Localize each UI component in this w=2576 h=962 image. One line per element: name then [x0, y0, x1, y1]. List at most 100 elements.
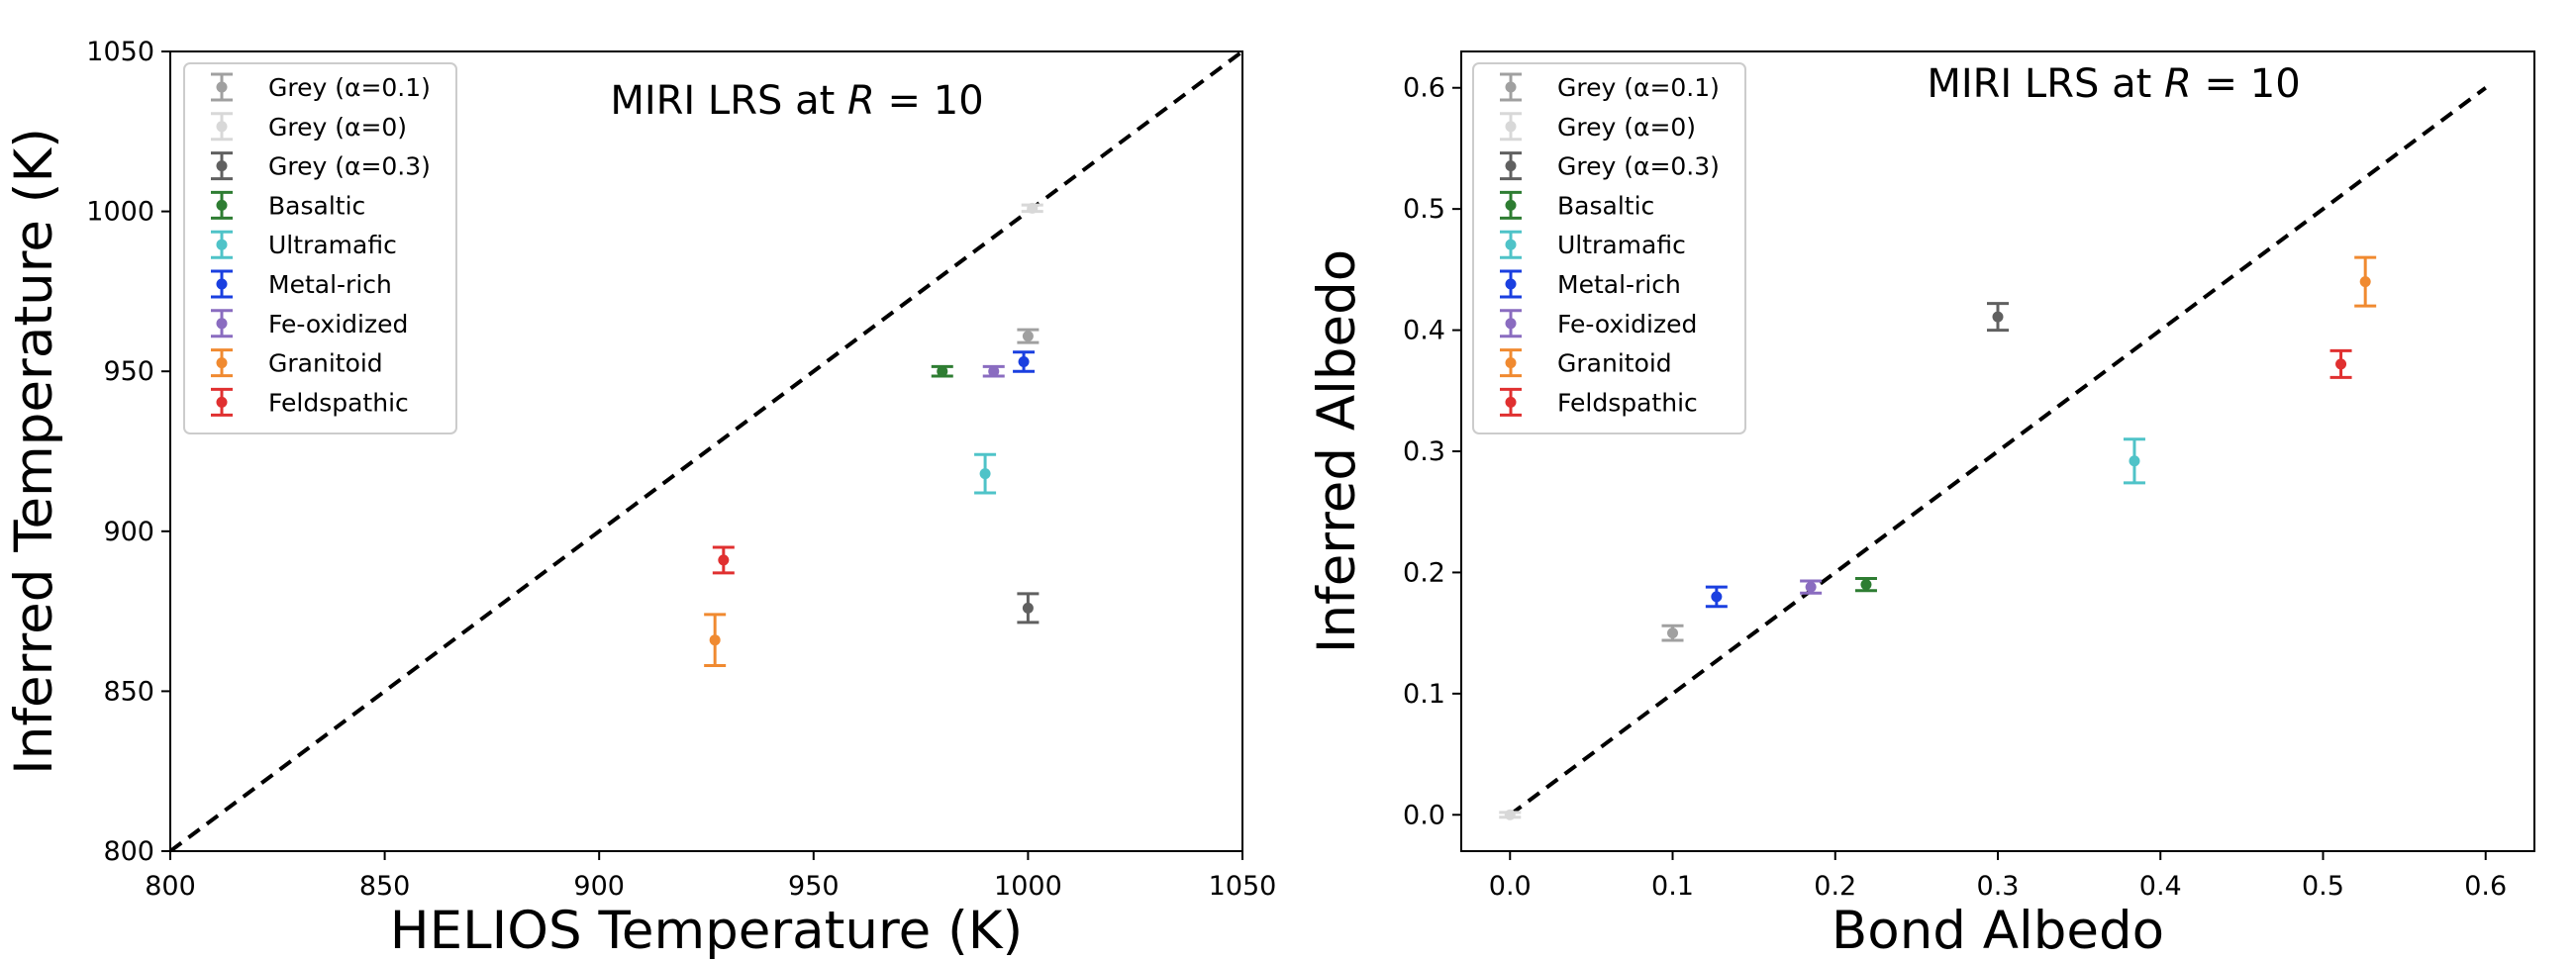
data-point [1499, 809, 1522, 820]
x-tick-label: 0.5 [2302, 871, 2344, 902]
legend-label: Feldspathic [1557, 388, 1698, 417]
legend-label: Granitoid [268, 349, 383, 378]
legend-label: Metal-rich [1557, 270, 1681, 299]
point-marker [937, 365, 948, 377]
annotation-text: MIRI LRS at R = 10 [1927, 61, 2300, 107]
x-axis-label: HELIOS Temperature (K) [390, 901, 1023, 961]
y-tick-label: 800 [103, 836, 154, 867]
y-tick-label: 0.0 [1403, 800, 1445, 830]
left-panel: 800 850 900 950 1000 1050 800 850 900 950 1000 1050… [4, 37, 1276, 961]
y-axis-label: Inferred Albedo [1307, 249, 1367, 653]
legend-label: Ultramafic [1557, 231, 1686, 259]
data-point [2123, 437, 2145, 485]
legend-marker [216, 357, 228, 369]
x-tick-label: 0.0 [1489, 871, 1532, 902]
legend-marker [1505, 199, 1517, 211]
legend-item: Feldspathic [211, 387, 409, 417]
legend-label: Grey (α=0.3) [268, 152, 431, 181]
point-marker [2359, 276, 2371, 288]
legend-item: Granitoid [211, 348, 383, 378]
x-tick-label: 900 [573, 871, 625, 902]
point-marker [1504, 809, 1516, 820]
legend: Grey (α=0.1) Grey (α=0) Grey (α=0.3) Basalt… [1472, 62, 1746, 434]
point-marker [1022, 331, 1034, 342]
legend-marker [1505, 278, 1517, 290]
legend-item: Grey (α=0.1) [1500, 72, 1720, 102]
annotation-variable: R [2164, 61, 2192, 107]
legend-marker [1505, 396, 1517, 408]
legend-item: Ultramafic [211, 230, 397, 259]
one-to-one-line [170, 51, 1242, 851]
legend-marker [1505, 160, 1517, 172]
axes-frame [169, 50, 1243, 852]
data-point [1705, 585, 1728, 609]
legend-label: Granitoid [1557, 349, 1672, 378]
legend-item: Grey (α=0) [211, 112, 407, 142]
data-point [2329, 348, 2352, 379]
point-marker [1667, 627, 1679, 639]
point-marker [1992, 311, 2004, 323]
data-point [1021, 202, 1043, 214]
one-to-one-line [1509, 86, 2487, 817]
legend-item: Grey (α=0.3) [211, 151, 431, 181]
legend-label: Basaltic [1557, 191, 1654, 220]
data-point [712, 545, 735, 575]
annotation-prefix: MIRI LRS at [1927, 61, 2164, 107]
point-marker [1027, 202, 1039, 214]
legend-marker [216, 81, 228, 93]
y-tick-label: 1050 [86, 37, 154, 67]
y-axis-label: Inferred Temperature (K) [4, 128, 64, 775]
point-marker [1805, 581, 1817, 593]
x-tick-label: 0.3 [1977, 871, 2020, 902]
legend-item: Feldspathic [1500, 387, 1698, 417]
legend-item: Basaltic [211, 190, 365, 220]
legend-item: Metal-rich [1500, 269, 1681, 299]
x-tick-label: 0.2 [1814, 871, 1856, 902]
data-point [1854, 577, 1877, 593]
legend-marker [1505, 357, 1517, 369]
point-marker [1860, 579, 1872, 591]
data-point [1017, 592, 1040, 625]
point-marker [988, 365, 1000, 377]
legend-label: Grey (α=0) [1557, 113, 1696, 142]
point-marker [979, 468, 991, 480]
annotation-text: MIRI LRS at R = 10 [610, 78, 983, 124]
y-tick-label: 0.6 [1403, 73, 1445, 104]
legend-marker [216, 396, 228, 408]
y-tick-label: 0.3 [1403, 436, 1445, 467]
x-tick-label: 850 [359, 871, 411, 902]
annotation-variable: R [847, 78, 875, 124]
legend-marker [1505, 239, 1517, 250]
legend-marker [216, 318, 228, 330]
annotation-prefix: MIRI LRS at [610, 78, 847, 124]
x-tick-label: 0.1 [1651, 871, 1694, 902]
y-tick-label: 0.5 [1403, 194, 1445, 225]
y-tick-label: 1000 [86, 197, 154, 228]
legend-marker [1505, 318, 1517, 330]
legend-item: Fe-oxidized [1500, 309, 1697, 338]
point-marker [2335, 358, 2347, 370]
legend-label: Basaltic [268, 191, 365, 220]
x-tick-label: 1000 [994, 871, 1062, 902]
x-tick-label: 0.4 [2139, 871, 2182, 902]
legend-label: Grey (α=0.3) [1557, 152, 1720, 181]
legend-marker [1505, 81, 1517, 93]
legend-box [183, 62, 457, 434]
point-marker [1018, 356, 1030, 368]
y-tick-label: 850 [103, 676, 154, 707]
data-point [1800, 579, 1823, 595]
point-marker [709, 634, 721, 646]
legend-item: Basaltic [1500, 190, 1654, 220]
legend-marker [216, 160, 228, 172]
data-point [931, 364, 953, 378]
legend-item: Ultramafic [1500, 230, 1686, 259]
right-panel: 0.0 0.1 0.2 0.3 0.4 0.5 0.6 0.0 0.1 0.2 0.3 0.4 0.5 0… [1307, 50, 2535, 961]
annotation-suffix: = 10 [2192, 61, 2301, 107]
y-tick-label: 900 [103, 517, 154, 547]
legend-item: Grey (α=0.3) [1500, 151, 1720, 181]
legend-marker [216, 199, 228, 211]
data-point [1661, 624, 1684, 642]
y-tick-label: 0.4 [1403, 316, 1445, 346]
x-axis-label: Bond Albedo [1832, 901, 2164, 961]
